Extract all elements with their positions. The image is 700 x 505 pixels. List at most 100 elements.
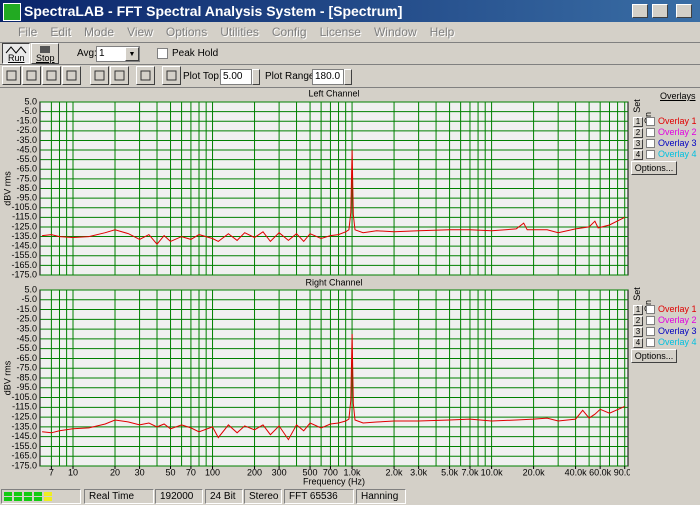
plot-range-field[interactable]: 180.0 (312, 69, 344, 85)
x-tick-label: 7 (49, 467, 54, 477)
menu-item[interactable]: Mode (84, 25, 115, 39)
x-tick-label: 1.0k (344, 467, 362, 477)
overlay-checkbox[interactable] (646, 327, 655, 336)
x-tick-label: 20 (110, 467, 120, 477)
menu-item[interactable]: Options (165, 25, 208, 39)
x-tick-label: 700 (323, 467, 338, 477)
status-field: FFT 65536 pts (284, 489, 354, 505)
overlay-checkbox[interactable] (646, 305, 655, 314)
dropdown-arrow[interactable]: ▼ (125, 47, 139, 61)
y-tick-label: -155.0 (11, 441, 37, 451)
y-tick-label: -35.0 (16, 135, 37, 145)
menu-item[interactable]: Config (271, 25, 307, 39)
y-tick-label: -45.0 (16, 333, 37, 343)
menu-item[interactable]: View (127, 25, 153, 39)
x-tick-label: 7.0k (461, 467, 479, 477)
separator (0, 42, 700, 43)
y-tick-label: -5.0 (21, 294, 37, 304)
status-field: Stereo (244, 489, 282, 504)
overlay-label: Overlay 2 (658, 315, 697, 325)
minimize-button[interactable] (632, 4, 648, 18)
y-tick-label: -115.0 (12, 212, 37, 222)
maximize-button[interactable] (652, 4, 668, 18)
y-tick-label: -155.0 (11, 250, 37, 260)
tool-button[interactable] (162, 66, 181, 85)
tool-button[interactable] (90, 66, 109, 85)
x-tick-label: 5.0k (441, 467, 459, 477)
y-tick-label: -75.0 (16, 363, 37, 373)
overlay-checkbox[interactable] (646, 316, 655, 325)
overlay-number[interactable]: 3 (633, 139, 643, 149)
overlay-number[interactable]: 4 (633, 150, 643, 160)
icon-shape (114, 70, 125, 81)
stop-label: Stop (36, 53, 55, 63)
overlay-checkbox[interactable] (646, 117, 655, 126)
overlay-label: Overlay 2 (658, 127, 697, 137)
overlay-number[interactable]: 1 (633, 305, 643, 315)
tool-button[interactable] (110, 66, 129, 85)
close-button[interactable] (676, 4, 692, 18)
x-axis-label: Frequency (Hz) (303, 476, 365, 486)
options-button[interactable]: Options... (631, 161, 677, 175)
overlay-number[interactable]: 3 (633, 327, 643, 337)
overlays-title: Overlays (660, 91, 696, 101)
status-field: 192000 Hz (155, 489, 203, 505)
status-field: Real Time (84, 489, 154, 504)
overlay-checkbox[interactable] (646, 139, 655, 148)
overlay-number[interactable]: 2 (633, 316, 643, 326)
avg-value: 1 (99, 48, 105, 59)
y-axis-label: dBV rms (2, 171, 12, 206)
x-tick-label: 10 (68, 467, 78, 477)
peak-hold-checkbox[interactable] (157, 48, 168, 59)
y-tick-label: -95.0 (16, 382, 37, 392)
tool-button[interactable] (136, 66, 155, 85)
options-button[interactable]: Options... (631, 349, 677, 363)
x-tick-label: 200 (247, 467, 262, 477)
overlay-label: Overlay 3 (658, 138, 697, 148)
run-button[interactable]: Run (2, 43, 30, 64)
plot-top-field[interactable]: 5.00 (220, 69, 252, 85)
tool-button[interactable] (2, 66, 21, 85)
y-tick-label: -145.0 (11, 431, 37, 441)
x-tick-label: 100 (205, 467, 220, 477)
overlay-checkbox[interactable] (646, 150, 655, 159)
y-tick-label: -55.0 (16, 343, 37, 353)
spinner[interactable] (344, 69, 352, 85)
menu-item[interactable]: License (319, 25, 361, 39)
overlay-number[interactable]: 4 (633, 338, 643, 348)
menu-item[interactable]: File (18, 25, 38, 39)
y-tick-label: -135.0 (11, 421, 37, 431)
y-tick-label: -115.0 (12, 402, 37, 412)
chart-title: Right Channel (305, 277, 362, 287)
tool-icon (26, 70, 37, 81)
y-tick-label: -65.0 (16, 353, 37, 363)
set-label: Set (631, 99, 642, 113)
x-tick-label: 10.0k (481, 467, 504, 477)
icon-shape (66, 70, 77, 81)
menu-item[interactable]: Help (429, 25, 455, 39)
y-tick-label: 5.0 (24, 96, 37, 106)
icon-shape (166, 70, 177, 81)
x-tick-label: 70 (186, 467, 196, 477)
menu-item[interactable]: Window (373, 25, 417, 39)
tool-button[interactable] (62, 66, 81, 85)
menu-item[interactable]: Edit (50, 25, 72, 39)
overlay-number[interactable]: 2 (633, 128, 643, 138)
overlay-checkbox[interactable] (646, 338, 655, 347)
tool-button[interactable] (22, 66, 41, 85)
y-tick-label: -65.0 (16, 164, 37, 174)
y-tick-label: -85.0 (16, 183, 37, 193)
y-tick-label: -95.0 (16, 192, 37, 202)
avg-dropdown[interactable]: 1 ▼ (96, 46, 140, 62)
spinner[interactable] (252, 69, 260, 85)
stop-button[interactable]: Stop (31, 43, 59, 64)
y-tick-label: -125.0 (11, 221, 37, 231)
overlay-checkbox[interactable] (646, 128, 655, 137)
y-tick-label: -85.0 (16, 372, 37, 382)
icon-shape (46, 70, 57, 81)
x-tick-label: 60.0k (589, 467, 612, 477)
tool-button[interactable] (42, 66, 61, 85)
overlay-number[interactable]: 1 (633, 117, 643, 127)
menu-item[interactable]: Utilities (220, 25, 259, 39)
menu-bar: File Edit Mode View Options Utilities Config Li… (0, 22, 700, 42)
